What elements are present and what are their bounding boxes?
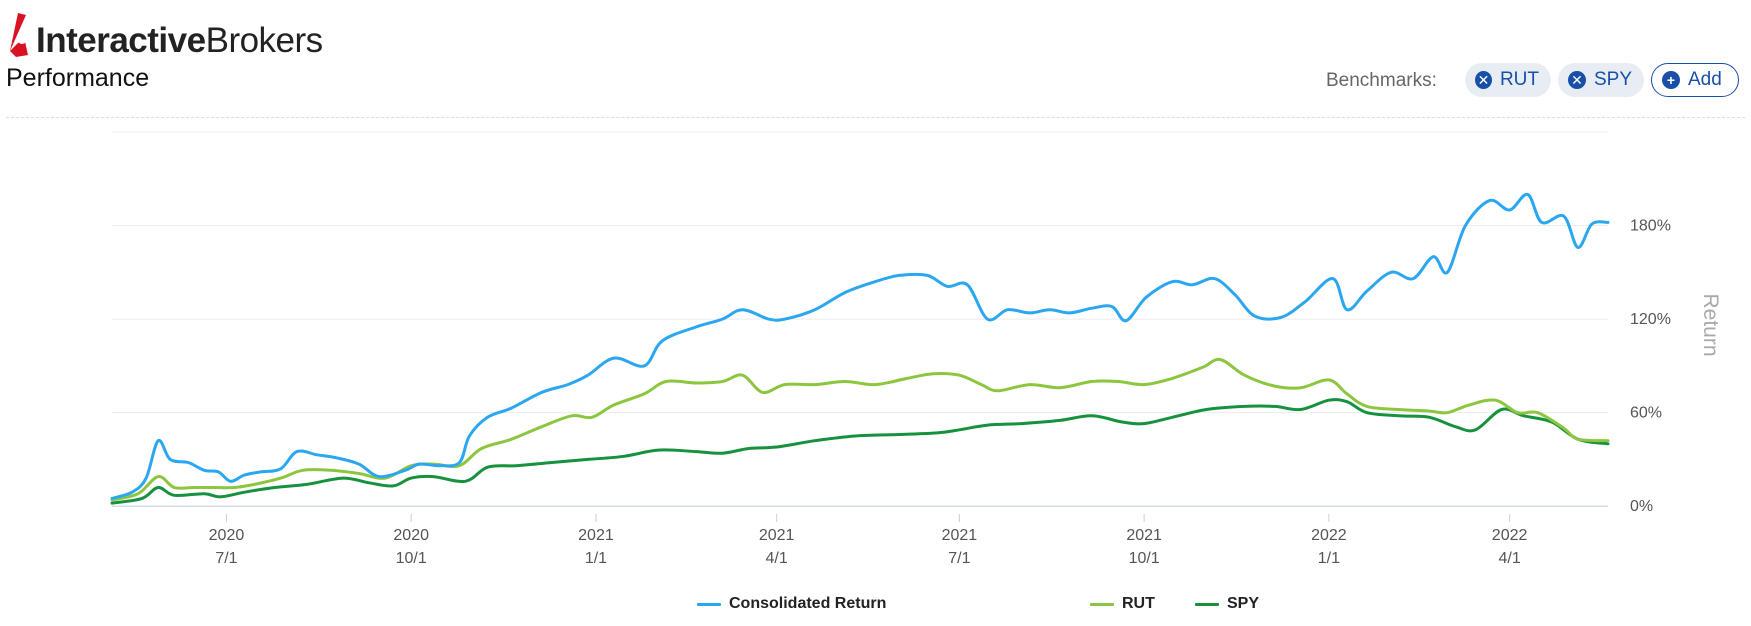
legend-swatch-rut <box>1090 602 1114 606</box>
x-tick-year: 2020 <box>209 527 245 544</box>
x-tick-day: 7/1 <box>215 550 237 567</box>
close-circle-icon[interactable]: ✕ <box>1568 71 1586 89</box>
legend-swatch-consolidated <box>697 602 721 606</box>
y-axis: 0% 60% 120% 180% <box>1630 218 1671 516</box>
x-tick-day: 7/1 <box>948 550 970 567</box>
y-axis-label: Return <box>1699 293 1722 356</box>
plus-circle-icon: + <box>1662 71 1680 89</box>
x-tick-year: 2021 <box>578 527 614 544</box>
y-tick-label: 0% <box>1630 498 1653 515</box>
page-title: Performance <box>6 64 150 92</box>
legend-label: Consolidated Return <box>729 595 887 612</box>
x-tick-year: 2021 <box>759 527 795 544</box>
legend-swatch-spy <box>1195 602 1219 606</box>
series-line-spy[interactable] <box>110 398 1610 505</box>
chart-series-lines <box>110 192 1610 505</box>
x-tick-day: 1/1 <box>1318 550 1340 567</box>
brand-flag-icon <box>10 13 28 57</box>
benchmark-chip-label: SPY <box>1593 69 1632 90</box>
x-tick-day: 4/1 <box>1498 550 1520 567</box>
x-tick-day: 4/1 <box>766 550 788 567</box>
brand-wordmark: InteractiveBrokers <box>36 23 323 58</box>
series-line-consolidated[interactable] <box>110 192 1610 500</box>
y-tick-label: 120% <box>1630 311 1671 328</box>
legend-item-consolidated[interactable]: Consolidated Return <box>697 595 886 613</box>
add-benchmark-label: Add <box>1688 69 1722 90</box>
legend-item-rut[interactable]: RUT <box>1090 595 1155 613</box>
x-tick-year: 2022 <box>1492 527 1528 544</box>
series-line-rut[interactable] <box>110 357 1610 502</box>
x-axis: 2020 7/1 2020 10/1 2021 1/1 2021 4/1 2021 7/1 2021… <box>209 514 1528 567</box>
y-tick-label: 60% <box>1630 405 1662 422</box>
benchmark-chip-rut[interactable]: ✕ RUT <box>1465 63 1551 97</box>
legend-item-spy[interactable]: SPY <box>1195 595 1259 613</box>
legend-label: RUT <box>1122 595 1155 612</box>
x-tick-day: 10/1 <box>1129 550 1160 567</box>
benchmarks-label: Benchmarks: <box>1326 70 1437 91</box>
benchmark-chip-spy[interactable]: ✕ SPY <box>1558 63 1644 97</box>
x-tick-year: 2021 <box>1126 527 1162 544</box>
chart-grid <box>112 131 1608 507</box>
close-circle-icon[interactable]: ✕ <box>1475 71 1492 89</box>
brand-logo: InteractiveBrokers <box>6 6 323 62</box>
benchmark-chip-label: RUT <box>1499 69 1539 90</box>
brand-name-bold: Interactive <box>36 20 206 60</box>
x-tick-year: 2022 <box>1311 527 1347 544</box>
chart-legend: Consolidated Return RUT SPY <box>0 595 1751 619</box>
performance-chart: 2020 7/1 2020 10/1 2021 1/1 2021 4/1 2021 7/1 2021… <box>110 131 1722 567</box>
x-tick-day: 1/1 <box>585 550 607 567</box>
y-tick-label: 180% <box>1630 218 1671 235</box>
x-tick-day: 10/1 <box>396 550 427 567</box>
header-divider <box>6 117 1745 118</box>
x-tick-year: 2020 <box>393 527 429 544</box>
x-tick-year: 2021 <box>942 527 978 544</box>
add-benchmark-button[interactable]: + Add <box>1651 63 1739 97</box>
legend-label: SPY <box>1227 595 1260 612</box>
brand-name-light: Brokers <box>205 20 324 60</box>
